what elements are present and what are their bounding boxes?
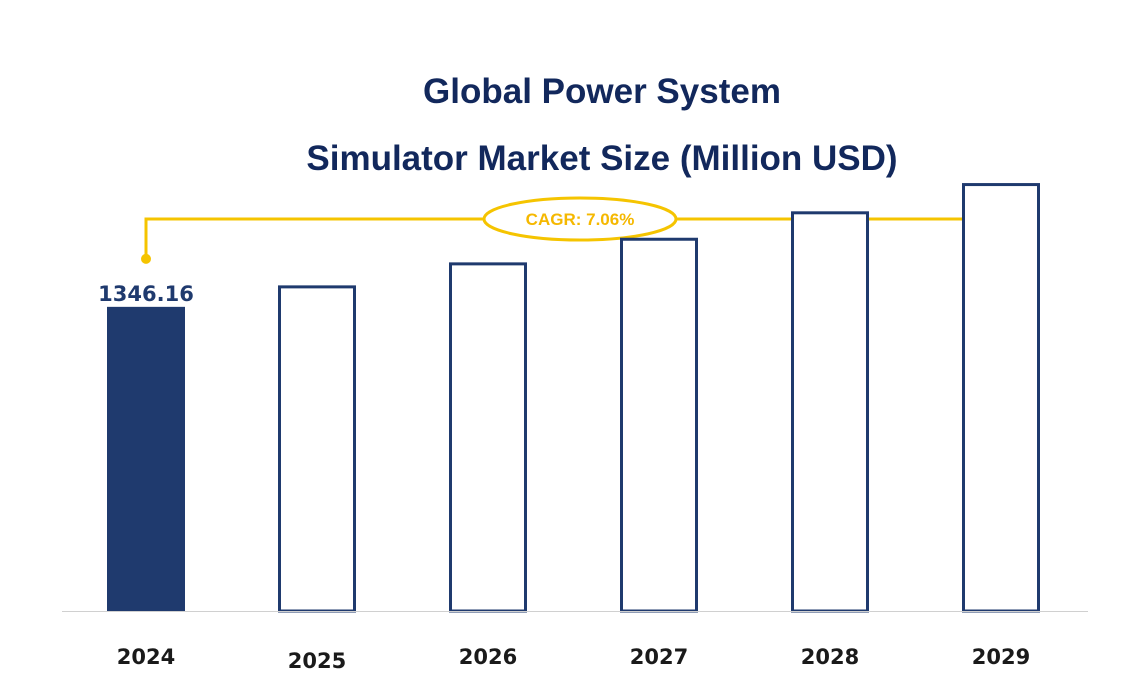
cagr-bracket-line xyxy=(144,217,969,259)
cagr-start-dot xyxy=(141,253,151,264)
bar-2025 xyxy=(278,285,356,613)
bar-2024 xyxy=(107,306,185,611)
cagr-annotation: CAGR: 7.06% xyxy=(141,196,974,264)
chart-title-line-1: Global Power System xyxy=(423,72,781,111)
cagr-badge xyxy=(482,196,678,242)
bar-2028 xyxy=(791,211,869,613)
x-tick-2025: 2025 xyxy=(288,649,346,673)
bar-2026 xyxy=(449,262,527,613)
x-tick-2026: 2026 xyxy=(459,645,517,669)
bar-series xyxy=(107,183,1040,613)
value-labels: 1346.16 xyxy=(98,282,194,306)
x-axis-ticks: 2024 2025 2026 2027 2028 2029 xyxy=(117,645,1030,673)
x-tick-2028: 2028 xyxy=(801,645,859,669)
x-tick-2027: 2027 xyxy=(630,645,688,669)
bar-2029 xyxy=(962,183,1040,613)
x-tick-2029: 2029 xyxy=(972,645,1030,669)
value-label-2024: 1346.16 xyxy=(98,282,194,306)
x-tick-2024: 2024 xyxy=(117,645,175,669)
chart-title-line-2: Simulator Market Size (Million USD) xyxy=(306,139,897,178)
cagr-label: CAGR: 7.06% xyxy=(526,210,635,229)
bar-2027 xyxy=(620,237,698,613)
